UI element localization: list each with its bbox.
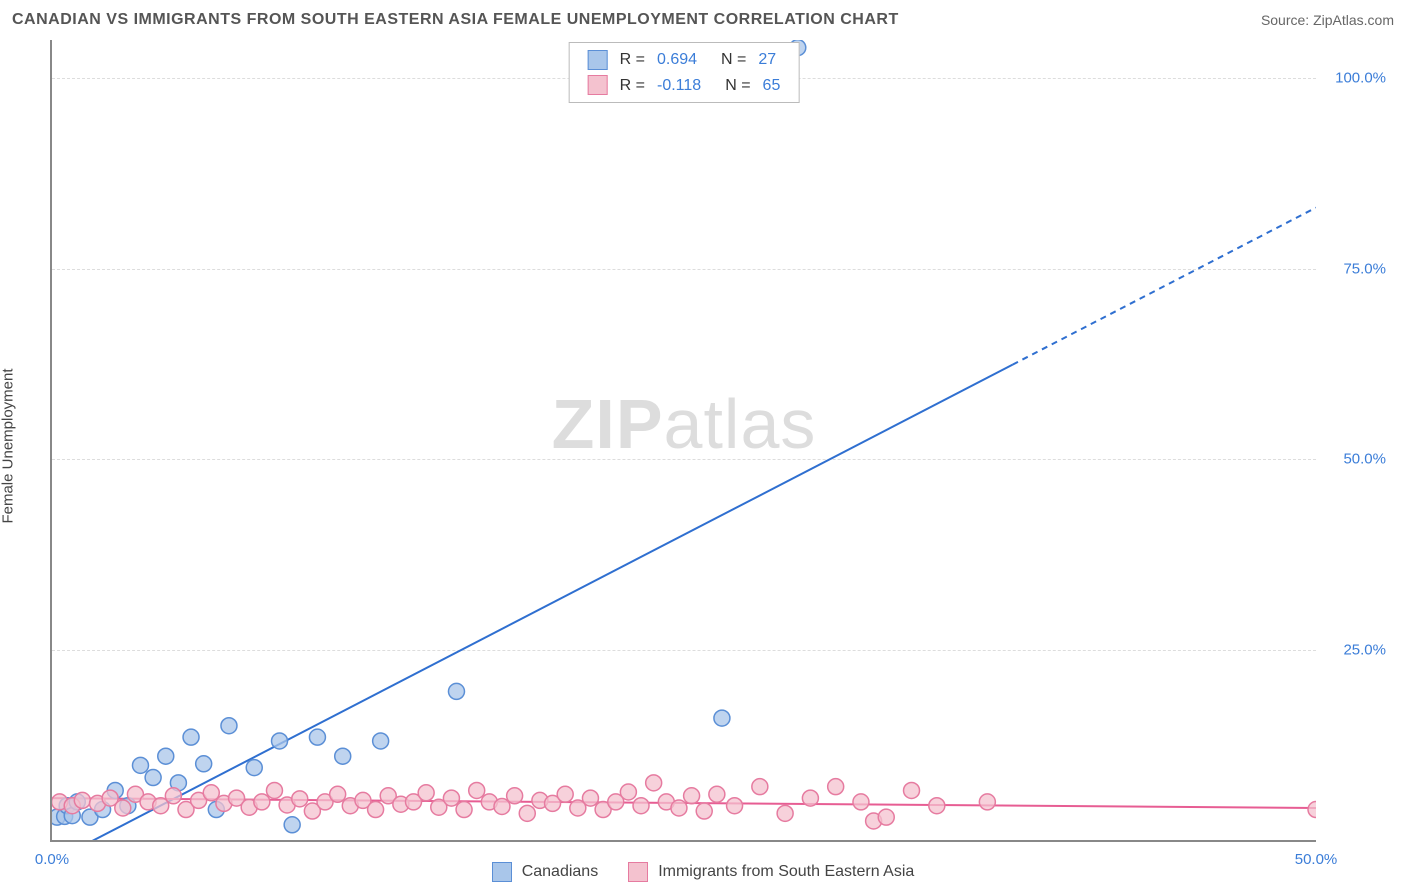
- data-point-immigrants: [266, 782, 282, 798]
- data-point-immigrants: [254, 794, 270, 810]
- data-point-immigrants: [828, 779, 844, 795]
- data-point-immigrants: [519, 805, 535, 821]
- data-point-immigrants: [368, 802, 384, 818]
- data-point-immigrants: [74, 792, 90, 808]
- data-point-canadians: [272, 733, 288, 749]
- source-name: ZipAtlas.com: [1313, 12, 1394, 28]
- r-label: R =: [620, 47, 645, 73]
- bottom-legend-canadians: Canadians: [492, 862, 599, 882]
- swatch-immigrants: [628, 862, 648, 882]
- data-point-immigrants: [727, 798, 743, 814]
- data-point-canadians: [221, 718, 237, 734]
- data-point-canadians: [196, 756, 212, 772]
- data-point-canadians: [246, 760, 262, 776]
- data-point-immigrants: [633, 798, 649, 814]
- data-point-canadians: [714, 710, 730, 726]
- n-value-canadians: 27: [758, 47, 776, 73]
- data-point-immigrants: [469, 782, 485, 798]
- data-point-immigrants: [557, 786, 573, 802]
- y-tick-label: 50.0%: [1326, 451, 1386, 468]
- data-point-immigrants: [1308, 802, 1316, 818]
- data-point-immigrants: [292, 791, 308, 807]
- swatch-canadians: [492, 862, 512, 882]
- r-value-canadians: 0.694: [657, 47, 697, 73]
- n-label: N =: [721, 47, 746, 73]
- n-value-immigrants: 65: [763, 73, 781, 99]
- plot-wrapper: ZIPatlas R = 0.694 N = 27 R = -0.118 N =…: [50, 40, 1316, 842]
- data-point-immigrants: [904, 782, 920, 798]
- n-label: N =: [725, 73, 750, 99]
- trend-line-dashed-canadians: [1013, 208, 1316, 365]
- data-point-immigrants: [115, 800, 131, 816]
- chart-title: CANADIAN VS IMMIGRANTS FROM SOUTH EASTER…: [12, 11, 899, 29]
- data-point-immigrants: [929, 798, 945, 814]
- r-value-immigrants: -0.118: [657, 73, 701, 99]
- swatch-immigrants: [588, 75, 608, 95]
- data-point-canadians: [158, 748, 174, 764]
- data-point-canadians: [284, 817, 300, 833]
- data-point-immigrants: [582, 790, 598, 806]
- y-axis-label: Female Unemployment: [0, 368, 17, 523]
- data-point-immigrants: [418, 785, 434, 801]
- data-point-canadians: [373, 733, 389, 749]
- data-point-immigrants: [443, 790, 459, 806]
- legend-row-immigrants: R = -0.118 N = 65: [588, 73, 781, 99]
- legend-label-canadians: Canadians: [522, 863, 599, 881]
- data-point-immigrants: [507, 788, 523, 804]
- legend-label-immigrants: Immigrants from South Eastern Asia: [658, 863, 914, 881]
- data-point-immigrants: [696, 803, 712, 819]
- data-point-immigrants: [709, 786, 725, 802]
- data-point-immigrants: [456, 802, 472, 818]
- y-tick-label: 100.0%: [1326, 70, 1386, 87]
- data-point-immigrants: [752, 779, 768, 795]
- r-label: R =: [620, 73, 645, 99]
- data-point-immigrants: [165, 788, 181, 804]
- data-point-immigrants: [979, 794, 995, 810]
- data-point-canadians: [132, 757, 148, 773]
- bottom-legend: Canadians Immigrants from South Eastern …: [0, 862, 1406, 882]
- y-tick-label: 75.0%: [1326, 260, 1386, 277]
- header: CANADIAN VS IMMIGRANTS FROM SOUTH EASTER…: [0, 0, 1406, 40]
- data-point-immigrants: [878, 809, 894, 825]
- correlation-legend: R = 0.694 N = 27 R = -0.118 N = 65: [569, 42, 800, 103]
- data-point-canadians: [145, 770, 161, 786]
- legend-row-canadians: R = 0.694 N = 27: [588, 47, 781, 73]
- data-point-immigrants: [620, 784, 636, 800]
- data-point-immigrants: [802, 790, 818, 806]
- bottom-legend-immigrants: Immigrants from South Eastern Asia: [628, 862, 914, 882]
- data-point-immigrants: [330, 786, 346, 802]
- data-point-canadians: [183, 729, 199, 745]
- source-attribution: Source: ZipAtlas.com: [1261, 12, 1394, 28]
- data-point-canadians: [448, 683, 464, 699]
- data-point-immigrants: [671, 800, 687, 816]
- swatch-canadians: [588, 50, 608, 70]
- data-point-canadians: [335, 748, 351, 764]
- plot-area: ZIPatlas R = 0.694 N = 27 R = -0.118 N =…: [50, 40, 1316, 842]
- data-point-immigrants: [646, 775, 662, 791]
- data-point-immigrants: [853, 794, 869, 810]
- scatter-svg: [52, 40, 1316, 840]
- y-tick-label: 25.0%: [1326, 641, 1386, 658]
- source-label: Source:: [1261, 12, 1313, 28]
- data-point-immigrants: [684, 788, 700, 804]
- data-point-immigrants: [777, 805, 793, 821]
- data-point-canadians: [309, 729, 325, 745]
